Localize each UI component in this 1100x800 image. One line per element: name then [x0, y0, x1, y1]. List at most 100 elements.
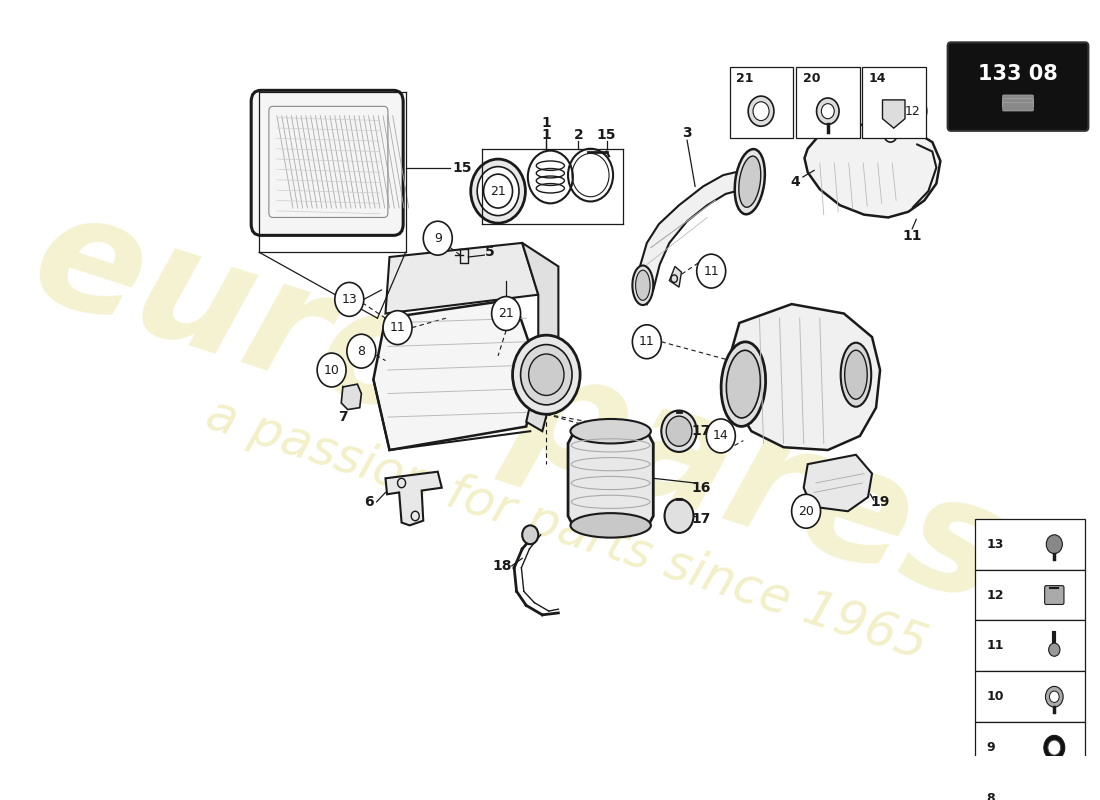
- Circle shape: [792, 494, 821, 528]
- Bar: [975, 773, 1086, 800]
- Polygon shape: [804, 454, 872, 511]
- Ellipse shape: [571, 513, 651, 538]
- Circle shape: [471, 159, 526, 223]
- Ellipse shape: [636, 270, 650, 300]
- FancyBboxPatch shape: [251, 90, 404, 235]
- Circle shape: [334, 282, 364, 316]
- Circle shape: [513, 335, 580, 414]
- Polygon shape: [882, 100, 905, 128]
- Text: 14: 14: [869, 72, 887, 85]
- FancyBboxPatch shape: [947, 42, 1088, 131]
- Polygon shape: [522, 243, 559, 431]
- Circle shape: [1046, 534, 1063, 554]
- Text: 18: 18: [493, 559, 512, 573]
- Polygon shape: [804, 123, 940, 218]
- Ellipse shape: [840, 342, 871, 406]
- Text: 8: 8: [358, 345, 365, 358]
- Circle shape: [754, 102, 769, 121]
- Polygon shape: [373, 299, 538, 450]
- Text: 13: 13: [341, 293, 358, 306]
- Circle shape: [1045, 686, 1064, 707]
- Bar: [975, 518, 1086, 570]
- Polygon shape: [385, 243, 538, 314]
- Circle shape: [664, 499, 693, 533]
- Ellipse shape: [739, 156, 761, 207]
- Text: 15: 15: [597, 128, 616, 142]
- Text: 2: 2: [573, 128, 583, 142]
- FancyBboxPatch shape: [1045, 586, 1064, 605]
- Ellipse shape: [726, 350, 760, 418]
- Text: 16: 16: [691, 481, 711, 494]
- Text: 4: 4: [791, 174, 801, 189]
- Text: 10: 10: [987, 690, 1003, 703]
- Circle shape: [424, 222, 452, 255]
- Polygon shape: [568, 431, 653, 528]
- Text: 12: 12: [904, 105, 920, 118]
- Text: 3: 3: [682, 126, 692, 140]
- Circle shape: [822, 104, 834, 118]
- Bar: [975, 722, 1086, 773]
- Ellipse shape: [571, 419, 651, 443]
- Polygon shape: [637, 170, 759, 304]
- Text: 20: 20: [803, 72, 821, 85]
- Circle shape: [1048, 740, 1060, 755]
- Ellipse shape: [632, 266, 653, 305]
- Circle shape: [706, 419, 735, 453]
- Text: 12: 12: [987, 589, 1003, 602]
- Text: 9: 9: [987, 741, 994, 754]
- Circle shape: [520, 345, 572, 405]
- Bar: [975, 621, 1086, 671]
- Bar: [975, 671, 1086, 722]
- Polygon shape: [341, 384, 362, 410]
- Circle shape: [346, 334, 376, 368]
- Text: 19: 19: [870, 495, 890, 509]
- Text: 8: 8: [987, 792, 994, 800]
- Text: 15: 15: [452, 161, 472, 174]
- Text: 6: 6: [364, 495, 374, 509]
- Circle shape: [484, 174, 513, 208]
- Ellipse shape: [722, 342, 766, 426]
- Text: 1: 1: [541, 128, 551, 142]
- Text: 133 08: 133 08: [978, 65, 1058, 85]
- Circle shape: [1048, 643, 1060, 656]
- Text: 11: 11: [987, 639, 1003, 653]
- Circle shape: [492, 297, 520, 330]
- Text: 10: 10: [323, 363, 340, 377]
- Bar: [862, 67, 926, 138]
- Circle shape: [816, 98, 839, 124]
- Polygon shape: [670, 266, 681, 287]
- Text: 21: 21: [491, 185, 506, 198]
- Circle shape: [1044, 735, 1065, 760]
- Text: 5: 5: [485, 246, 495, 259]
- Circle shape: [477, 166, 519, 215]
- Text: 21: 21: [736, 72, 754, 85]
- Text: 9: 9: [433, 232, 442, 245]
- Circle shape: [898, 94, 926, 128]
- Text: 17: 17: [691, 424, 711, 438]
- Circle shape: [748, 96, 774, 126]
- FancyBboxPatch shape: [1003, 98, 1033, 107]
- Text: 11: 11: [703, 265, 719, 278]
- Text: 20: 20: [799, 505, 814, 518]
- Circle shape: [522, 526, 538, 544]
- Bar: [729, 67, 793, 138]
- Circle shape: [1060, 784, 1068, 794]
- Text: 13: 13: [987, 538, 1003, 550]
- Circle shape: [667, 416, 692, 446]
- Text: a passion for parts since 1965: a passion for parts since 1965: [200, 390, 933, 670]
- Circle shape: [696, 254, 726, 288]
- Circle shape: [1049, 691, 1059, 702]
- Bar: [796, 67, 860, 138]
- Text: 11: 11: [389, 321, 406, 334]
- Text: 11: 11: [639, 335, 654, 348]
- Text: eurospares: eurospares: [14, 178, 1023, 638]
- Text: 21: 21: [498, 307, 514, 320]
- Circle shape: [317, 353, 346, 387]
- Ellipse shape: [735, 149, 764, 214]
- Text: 17: 17: [691, 512, 711, 526]
- Polygon shape: [727, 304, 880, 450]
- Polygon shape: [385, 472, 442, 526]
- Text: 1: 1: [541, 116, 551, 130]
- Circle shape: [529, 354, 564, 395]
- Circle shape: [884, 127, 896, 142]
